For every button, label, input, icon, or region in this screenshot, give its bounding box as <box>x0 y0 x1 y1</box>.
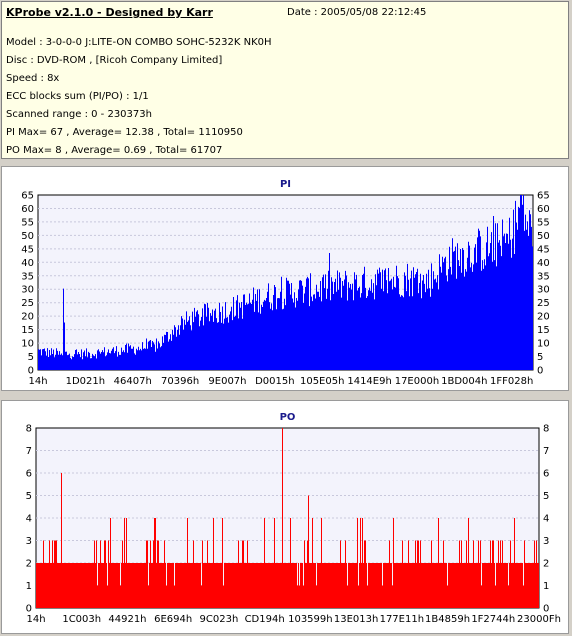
y-tick-label-right: 1 <box>543 581 549 592</box>
y-tick-label-right: 0 <box>537 366 543 377</box>
y-tick-label-left: 40 <box>21 258 34 269</box>
y-tick-label-left: 2 <box>26 559 32 570</box>
x-tick-label: 103599h <box>288 614 333 625</box>
y-tick-label-right: 0 <box>543 604 549 615</box>
y-tick-label-right: 5 <box>537 352 543 363</box>
y-tick-label-left: 25 <box>21 298 34 309</box>
x-tick-label: 177E11h <box>380 614 424 625</box>
scanned-range-line: Scanned range : 0 - 230373h <box>6 109 152 120</box>
x-tick-label: 1D021h <box>66 376 106 387</box>
x-tick-label: CD194h <box>245 614 285 625</box>
x-tick-label: 9C023h <box>200 614 239 625</box>
app-title: KProbe v2.1.0 - Designed by Karr <box>6 6 213 19</box>
y-tick-label-right: 8 <box>543 424 549 435</box>
disc-line: Disc : DVD-ROM , [Ricoh Company Limited] <box>6 55 223 66</box>
y-tick-label-right: 45 <box>537 244 550 255</box>
y-tick-label-left: 45 <box>21 244 34 255</box>
y-tick-label-left: 1 <box>26 581 32 592</box>
scan-date: Date : 2005/05/08 22:12:45 <box>287 7 427 18</box>
y-tick-label-left: 65 <box>21 191 34 202</box>
y-tick-label-left: 3 <box>26 536 32 547</box>
po-bars <box>36 428 539 608</box>
x-tick-label: 1C003h <box>62 614 101 625</box>
y-tick-label-left: 30 <box>21 285 34 296</box>
y-tick-label-right: 2 <box>543 559 549 570</box>
y-tick-label-right: 35 <box>537 271 550 282</box>
pi-chart-panel: PI 0 0 5 5 10 10 15 15 20 20 25 25 30 30 35 35 40 40 45 45 50… <box>1 166 569 391</box>
y-tick-label-right: 60 <box>537 204 550 215</box>
x-tick-label: 105E05h <box>300 376 344 387</box>
y-tick-label-left: 5 <box>26 491 32 502</box>
po-chart-panel: PO 0 0 1 1 2 2 3 3 4 4 5 5 6 6 7 7 8 8 14h 1C003h 44921h 6E694… <box>1 400 569 634</box>
pi-summary-line: PI Max= 67 , Average= 12.38 , Total= 111… <box>6 127 243 138</box>
x-tick-label: 1F2744h <box>471 614 515 625</box>
y-tick-label-left: 20 <box>21 312 34 323</box>
x-tick-label: 9E007h <box>208 376 246 387</box>
y-tick-label-left: 15 <box>21 325 34 336</box>
y-tick-label-right: 50 <box>537 231 550 242</box>
model-line: Model : 3-0-0-0 J:LITE-ON COMBO SOHC-523… <box>6 37 272 48</box>
x-tick-label: 1414E9h <box>347 376 391 387</box>
y-tick-label-right: 6 <box>543 469 549 480</box>
po-summary-line: PO Max= 8 , Average= 0.69 , Total= 61707 <box>6 145 223 156</box>
po-chart: PO 0 0 1 1 2 2 3 3 4 4 5 5 6 6 7 7 8 8 14h 1C003h 44921h 6E694… <box>26 412 561 625</box>
y-tick-label-left: 0 <box>26 604 32 615</box>
y-tick-label-right: 25 <box>537 298 550 309</box>
y-tick-label-right: 55 <box>537 217 550 228</box>
y-tick-label-left: 10 <box>21 339 34 350</box>
y-tick-label-right: 15 <box>537 325 550 336</box>
y-tick-label-left: 60 <box>21 204 34 215</box>
ecc-line: ECC blocks sum (PI/PO) : 1/1 <box>6 91 149 102</box>
y-tick-label-left: 5 <box>28 352 34 363</box>
y-tick-label-left: 8 <box>26 424 32 435</box>
chart-title: PO <box>280 412 296 423</box>
y-tick-label-right: 30 <box>537 285 550 296</box>
y-tick-label-right: 3 <box>543 536 549 547</box>
y-tick-label-right: 10 <box>537 339 550 350</box>
chart-title: PI <box>280 179 291 190</box>
y-tick-label-right: 7 <box>543 446 549 457</box>
y-tick-label-right: 40 <box>537 258 550 269</box>
y-tick-label-right: 65 <box>537 191 550 202</box>
x-tick-label: 23000Fh <box>517 614 561 625</box>
y-tick-label-left: 50 <box>21 231 34 242</box>
x-tick-label: 13E013h <box>334 614 378 625</box>
y-tick-label-left: 35 <box>21 271 34 282</box>
pi-bars <box>38 195 533 370</box>
speed-line: Speed : 8x <box>6 73 60 84</box>
info-panel: KProbe v2.1.0 - Designed by Karr Date : … <box>1 1 569 159</box>
y-tick-label-left: 55 <box>21 217 34 228</box>
x-tick-label: D0015h <box>255 376 295 387</box>
y-tick-label-right: 20 <box>537 312 550 323</box>
y-tick-label-left: 0 <box>28 366 34 377</box>
y-tick-label-left: 7 <box>26 446 32 457</box>
y-tick-label-left: 6 <box>26 469 32 480</box>
x-tick-label: 6E694h <box>154 614 192 625</box>
y-tick-label-right: 4 <box>543 514 549 525</box>
x-tick-label: 17E000h <box>395 376 439 387</box>
x-tick-label: 1BD004h <box>441 376 487 387</box>
y-tick-label-right: 5 <box>543 491 549 502</box>
x-tick-label: 1FF028h <box>490 376 533 387</box>
x-tick-label: 46407h <box>114 376 152 387</box>
x-tick-label: 70396h <box>161 376 199 387</box>
x-tick-label: 14h <box>26 614 45 625</box>
y-tick-label-left: 4 <box>26 514 32 525</box>
x-tick-label: 44921h <box>108 614 146 625</box>
x-tick-label: 1B4859h <box>425 614 470 625</box>
x-tick-label: 14h <box>28 376 47 387</box>
